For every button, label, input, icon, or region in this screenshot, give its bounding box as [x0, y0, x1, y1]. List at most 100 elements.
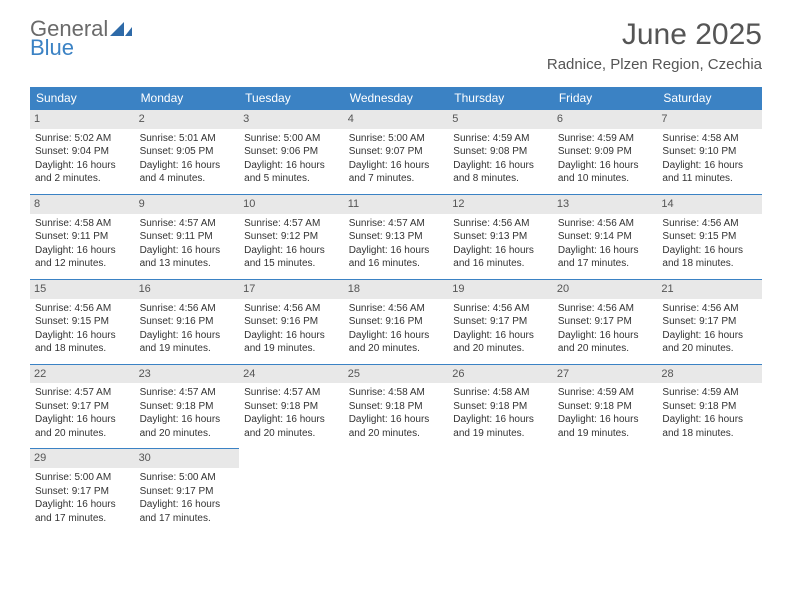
title-block: June 2025 Radnice, Plzen Region, Czechia — [547, 18, 762, 73]
daylight-text: Daylight: 16 hours and 20 minutes. — [349, 329, 444, 356]
sunset-text: Sunset: 9:07 PM — [349, 145, 444, 159]
sunset-text: Sunset: 9:16 PM — [140, 315, 235, 329]
sunrise-text: Sunrise: 4:56 AM — [453, 302, 548, 316]
calendar-week: 15Sunrise: 4:56 AMSunset: 9:15 PMDayligh… — [30, 279, 762, 364]
sunrise-text: Sunrise: 5:02 AM — [35, 132, 130, 146]
day-number: 6 — [553, 109, 658, 129]
header: General Blue June 2025 Radnice, Plzen Re… — [0, 0, 792, 79]
daylight-text: Daylight: 16 hours and 12 minutes. — [35, 244, 130, 271]
weekday-header: Wednesday — [344, 87, 449, 109]
sunset-text: Sunset: 9:11 PM — [140, 230, 235, 244]
sunrise-text: Sunrise: 4:56 AM — [140, 302, 235, 316]
calendar-cell: 22 Sunrise: 4:57 AMSunset: 9:17 PMDayligh… — [30, 364, 135, 449]
sunset-text: Sunset: 9:16 PM — [349, 315, 444, 329]
sunset-text: Sunset: 9:15 PM — [35, 315, 130, 329]
sunset-text: Sunset: 9:17 PM — [662, 315, 757, 329]
calendar-cell: 2Sunrise: 5:01 AMSunset: 9:05 PMDaylight… — [135, 109, 240, 194]
sunset-text: Sunset: 9:06 PM — [244, 145, 339, 159]
daylight-text: Daylight: 16 hours and 13 minutes. — [140, 244, 235, 271]
weekday-header: Tuesday — [239, 87, 344, 109]
daylight-text: Daylight: 16 hours and 20 minutes. — [453, 329, 548, 356]
day-number: 8 — [30, 194, 135, 214]
calendar-cell: 30Sunrise: 5:00 AMSunset: 9:17 PMDayligh… — [135, 448, 240, 533]
sunrise-text: Sunrise: 4:56 AM — [662, 302, 757, 316]
day-number: 16 — [135, 279, 240, 299]
calendar-cell: 12Sunrise: 4:56 AMSunset: 9:13 PMDayligh… — [448, 194, 553, 279]
sunrise-text: Sunrise: 4:56 AM — [662, 217, 757, 231]
calendar-cell: 26Sunrise: 4:58 AMSunset: 9:18 PMDayligh… — [448, 364, 553, 449]
sunset-text: Sunset: 9:12 PM — [244, 230, 339, 244]
day-number: 20 — [553, 279, 658, 299]
location-label: Radnice, Plzen Region, Czechia — [547, 56, 762, 73]
calendar-cell: 10 Sunrise: 4:57 AMSunset: 9:12 PMDayligh… — [239, 194, 344, 279]
sunset-text: Sunset: 9:15 PM — [662, 230, 757, 244]
sunset-text: Sunset: 9:17 PM — [558, 315, 653, 329]
day-number: 28 — [657, 364, 762, 384]
day-number: 7 — [657, 109, 762, 129]
daylight-text: Daylight: 16 hours and 20 minutes. — [35, 413, 130, 440]
daylight-text: Daylight: 16 hours and 20 minutes. — [349, 413, 444, 440]
day-number: 14 — [657, 194, 762, 214]
sunrise-text: Sunrise: 4:59 AM — [558, 386, 653, 400]
sunset-text: Sunset: 9:17 PM — [453, 315, 548, 329]
day-number: 27 — [553, 364, 658, 384]
daylight-text: Daylight: 16 hours and 19 minutes. — [244, 329, 339, 356]
day-number: 10 — [239, 194, 344, 214]
sunset-text: Sunset: 9:09 PM — [558, 145, 653, 159]
calendar-cell: 20 Sunrise: 4:56 AMSunset: 9:17 PMDayligh… — [553, 279, 658, 364]
day-number: 23 — [135, 364, 240, 384]
daylight-text: Daylight: 16 hours and 8 minutes. — [453, 159, 548, 186]
weekday-header: Sunday — [30, 87, 135, 109]
day-number: 2 — [135, 109, 240, 129]
calendar-cell: 27Sunrise: 4:59 AMSunset: 9:18 PMDayligh… — [553, 364, 658, 449]
weekday-header: Friday — [553, 87, 658, 109]
calendar-cell: 3Sunrise: 5:00 AMSunset: 9:06 PMDaylight… — [239, 109, 344, 194]
calendar-cell: 13Sunrise: 4:56 AMSunset: 9:14 PMDayligh… — [553, 194, 658, 279]
calendar-cell: 19Sunrise: 4:56 AMSunset: 9:17 PMDayligh… — [448, 279, 553, 364]
day-number: 1 — [30, 109, 135, 129]
calendar-cell: 21Sunrise: 4:56 AMSunset: 9:17 PMDayligh… — [657, 279, 762, 364]
daylight-text: Daylight: 16 hours and 19 minutes. — [453, 413, 548, 440]
calendar-cell: 14Sunrise: 4:56 AMSunset: 9:15 PMDayligh… — [657, 194, 762, 279]
calendar-week: 8Sunrise: 4:58 AMSunset: 9:11 PMDaylight… — [30, 194, 762, 279]
weekday-header: Monday — [135, 87, 240, 109]
sunset-text: Sunset: 9:14 PM — [558, 230, 653, 244]
logo: General Blue — [30, 18, 132, 59]
sunrise-text: Sunrise: 4:57 AM — [140, 386, 235, 400]
day-number: 25 — [344, 364, 449, 384]
sunrise-text: Sunrise: 4:57 AM — [349, 217, 444, 231]
sunrise-text: Sunrise: 4:58 AM — [662, 132, 757, 146]
daylight-text: Daylight: 16 hours and 19 minutes. — [558, 413, 653, 440]
sunrise-text: Sunrise: 4:56 AM — [558, 302, 653, 316]
daylight-text: Daylight: 16 hours and 18 minutes. — [35, 329, 130, 356]
day-number: 26 — [448, 364, 553, 384]
calendar-week: 22Sunrise: 4:57 AMSunset: 9:17 PMDayligh… — [30, 364, 762, 449]
weekday-header: Saturday — [657, 87, 762, 109]
sunrise-text: Sunrise: 4:57 AM — [35, 386, 130, 400]
calendar-week: 1Sunrise: 5:02 AMSunset: 9:04 PMDaylight… — [30, 109, 762, 194]
calendar-cell: 8Sunrise: 4:58 AMSunset: 9:11 PMDaylight… — [30, 194, 135, 279]
day-number: 5 — [448, 109, 553, 129]
calendar-cell — [344, 448, 449, 533]
daylight-text: Daylight: 16 hours and 19 minutes. — [140, 329, 235, 356]
day-number: 17 — [239, 279, 344, 299]
day-number: 12 — [448, 194, 553, 214]
daylight-text: Daylight: 16 hours and 15 minutes. — [244, 244, 339, 271]
daylight-text: Daylight: 16 hours and 17 minutes. — [140, 498, 235, 525]
sunrise-text: Sunrise: 4:57 AM — [244, 217, 339, 231]
sunrise-text: Sunrise: 4:59 AM — [662, 386, 757, 400]
calendar-cell: 24Sunrise: 4:57 AMSunset: 9:18 PMDayligh… — [239, 364, 344, 449]
daylight-text: Daylight: 16 hours and 10 minutes. — [558, 159, 653, 186]
daylight-text: Daylight: 16 hours and 17 minutes. — [35, 498, 130, 525]
day-number: 3 — [239, 109, 344, 129]
daylight-text: Daylight: 16 hours and 20 minutes. — [558, 329, 653, 356]
logo-sail-icon — [110, 22, 132, 41]
daylight-text: Daylight: 16 hours and 18 minutes. — [662, 413, 757, 440]
calendar-cell — [448, 448, 553, 533]
day-number: 9 — [135, 194, 240, 214]
sunset-text: Sunset: 9:18 PM — [244, 400, 339, 414]
sunset-text: Sunset: 9:17 PM — [35, 400, 130, 414]
day-number: 22 — [30, 364, 135, 384]
month-title: June 2025 — [547, 18, 762, 52]
calendar-cell — [239, 448, 344, 533]
